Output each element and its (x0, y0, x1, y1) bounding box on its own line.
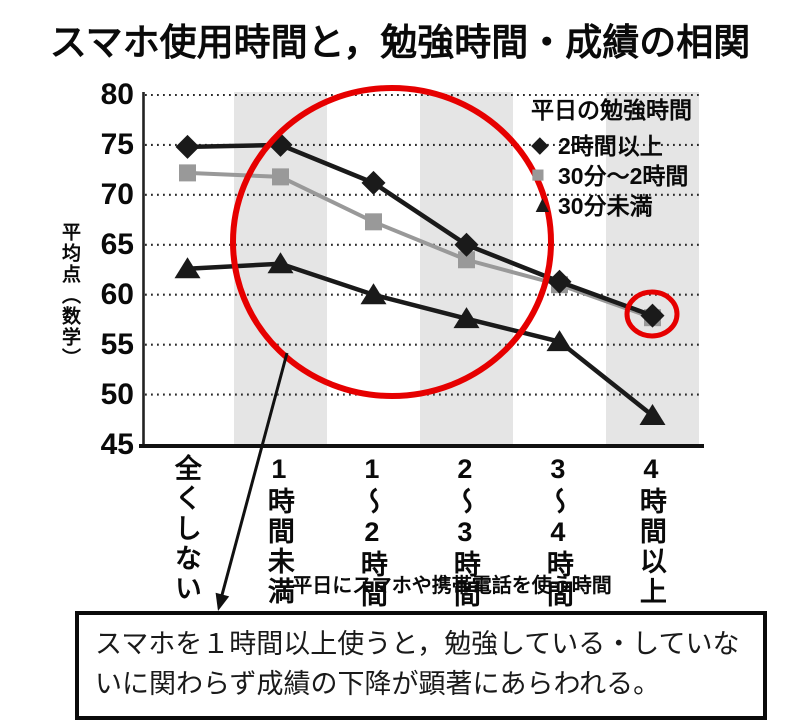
data-point-triangle (546, 330, 573, 352)
legend-item: ◆ 2時間以上 (531, 129, 692, 159)
data-point-square (272, 168, 289, 186)
y-tick-label: 50 (100, 377, 134, 411)
triangle-icon: ▲ (531, 190, 554, 217)
data-point-diamond (547, 269, 572, 294)
data-point-diamond (361, 170, 386, 195)
callout-arrowhead-icon (215, 592, 230, 611)
x-axis-label: 1～2時間 (356, 454, 387, 610)
legend-item-label: 30分未満 (558, 193, 653, 219)
callout-line (220, 352, 289, 596)
data-point-triangle (453, 307, 480, 329)
legend-item: ■ 30分～2時間 (531, 159, 692, 189)
y-tick-label: 45 (100, 427, 134, 461)
y-tick-label: 55 (100, 327, 134, 361)
y-tick-label: 75 (100, 127, 134, 161)
y-tick-label: 65 (100, 227, 134, 261)
data-point-diamond (175, 134, 200, 159)
data-point-diamond (454, 232, 479, 257)
data-point-square (458, 251, 475, 269)
legend-item: ▲ 30分未満 (531, 189, 692, 219)
legend-item-label: 30分～2時間 (558, 163, 689, 189)
x-axis-label: 1時間未満 (263, 454, 294, 607)
x-axis-title: 平日にスマホや携帯電話を使う時間 (292, 575, 612, 597)
series-markers-diamond (175, 132, 665, 328)
legend-item-label: 2時間以上 (558, 133, 663, 159)
square-icon: ■ (531, 160, 545, 187)
data-point-triangle (174, 257, 201, 279)
highlight-ellipse (230, 85, 554, 399)
data-point-square (365, 213, 382, 231)
legend-title: 平日の勉強時間 (531, 97, 692, 123)
note-text: スマホを１時間以上使うと，勉強している・していないに関わらず成績の下降が顕著にあ… (95, 629, 740, 699)
x-axis-label: 全くしない (170, 454, 201, 604)
y-axis-title: 平均点（数学） (59, 222, 80, 369)
legend: 平日の勉強時間 ◆ 2時間以上 ■ 30分～2時間 ▲ 30分未満 (531, 97, 692, 219)
y-tick-label: 80 (100, 78, 134, 111)
series-line-square (187, 170, 654, 320)
data-point-square (179, 164, 196, 182)
x-axis-label: 2～3時間 (449, 454, 480, 610)
y-tick-label: 60 (100, 277, 134, 311)
x-axis-label: 4時間以上 (635, 454, 666, 607)
page-title: スマホ使用時間と，勉強時間・成績の相関 (49, 22, 751, 63)
y-tick-label: 70 (100, 177, 134, 211)
data-point-triangle (360, 283, 387, 305)
series-line-triangle (187, 261, 654, 418)
data-point-triangle (267, 252, 294, 274)
data-point-diamond (640, 303, 665, 328)
diamond-icon: ◆ (531, 130, 549, 157)
series-markers-triangle (174, 252, 666, 426)
note-box: スマホを１時間以上使うと，勉強している・していないに関わらず成績の下降が顕著にあ… (75, 611, 767, 720)
data-point-triangle (639, 404, 666, 426)
legend-items: ◆ 2時間以上 ■ 30分～2時間 ▲ 30分未満 (531, 129, 692, 219)
highlight-circle (624, 289, 680, 339)
x-axis-label: 3～4時間 (542, 454, 573, 610)
